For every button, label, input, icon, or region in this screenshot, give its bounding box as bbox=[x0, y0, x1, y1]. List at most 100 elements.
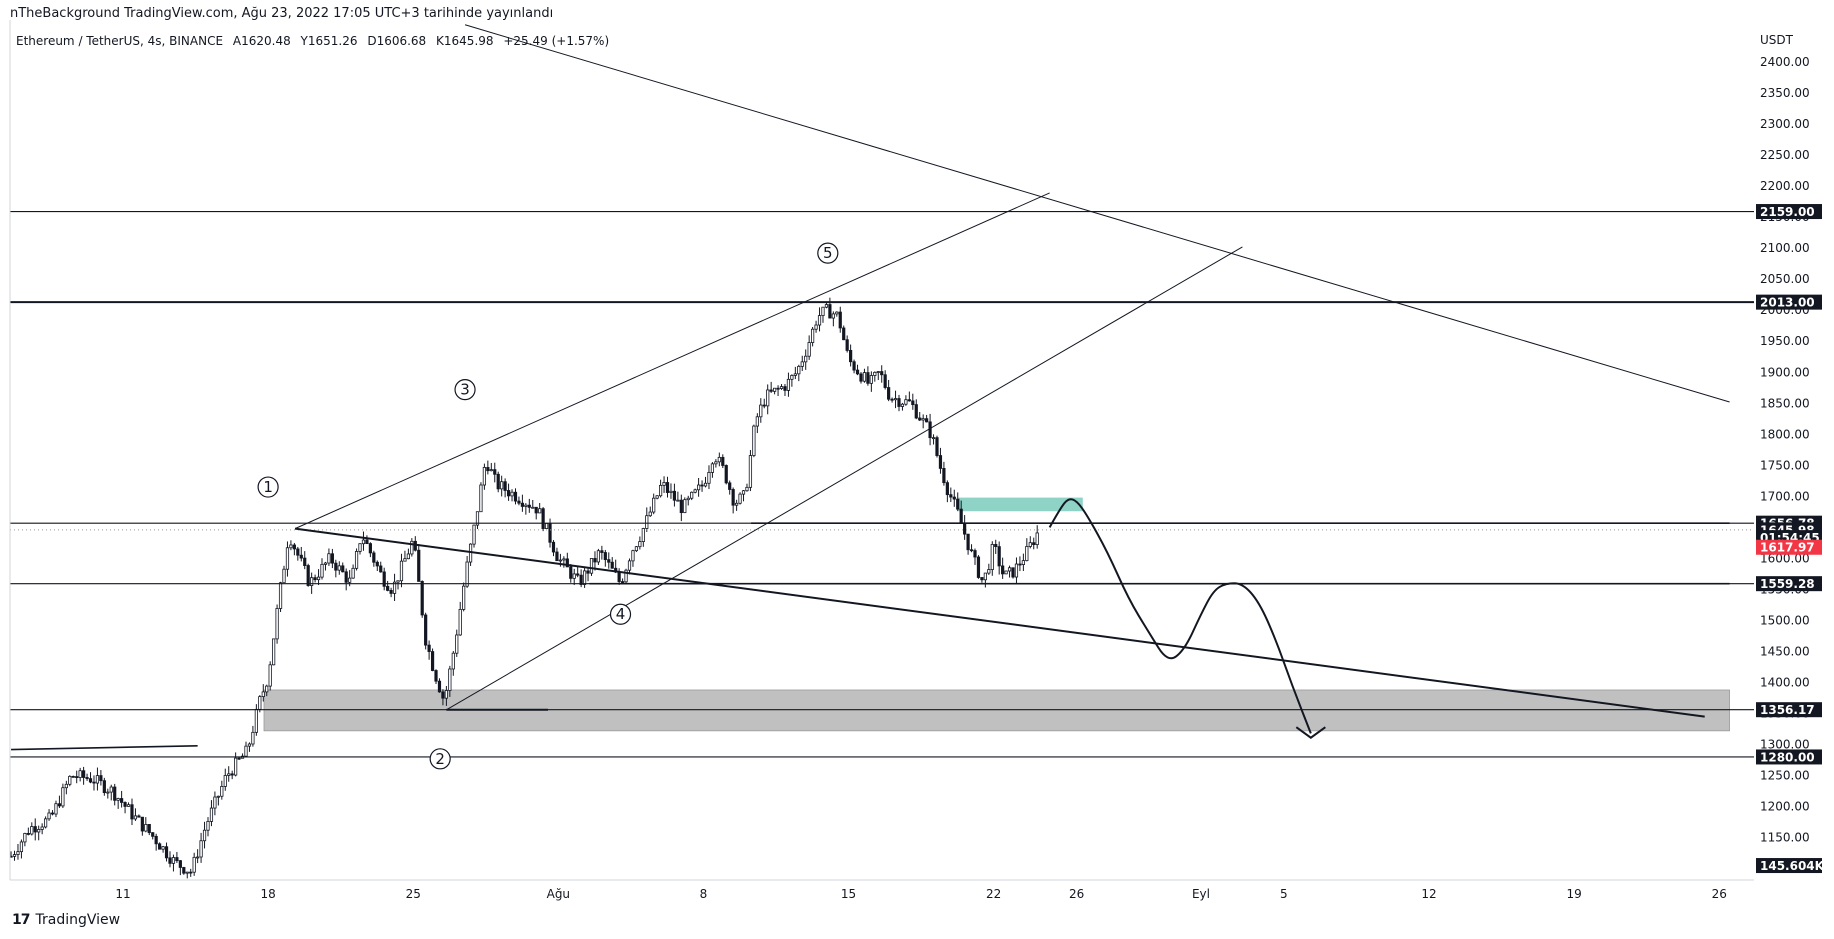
candle-body-210 bbox=[735, 502, 739, 506]
candle-body-222 bbox=[776, 387, 780, 390]
candle-body-232 bbox=[811, 328, 815, 343]
candle-body-202 bbox=[707, 471, 711, 484]
trendline-4 bbox=[464, 24, 1730, 403]
candle-body-39 bbox=[144, 824, 148, 832]
candle-body-30 bbox=[113, 786, 117, 801]
price-tag-bg-8 bbox=[1756, 539, 1822, 555]
candle-body-65 bbox=[234, 757, 238, 776]
y-tick-1750: 1750.00 bbox=[1760, 458, 1810, 472]
candle-body-138 bbox=[486, 467, 490, 472]
candle-body-263 bbox=[918, 417, 922, 421]
candle-body-81 bbox=[289, 544, 293, 549]
candle-body-49 bbox=[178, 860, 182, 868]
candle-body-115 bbox=[406, 553, 410, 560]
candle-body-152 bbox=[534, 506, 538, 514]
candle-body-147 bbox=[517, 500, 521, 504]
candle-body-208 bbox=[728, 482, 732, 490]
wave-label-5: 5 bbox=[823, 244, 833, 262]
candle-body-279 bbox=[973, 550, 977, 558]
brand-name: TradingView bbox=[35, 912, 121, 928]
candle-body-139 bbox=[489, 469, 493, 472]
candle-body-86 bbox=[306, 565, 310, 586]
candle-body-181 bbox=[634, 546, 639, 552]
candle-body-156 bbox=[548, 523, 552, 543]
candle-body-124 bbox=[437, 680, 442, 693]
candle-body-22 bbox=[85, 777, 89, 780]
candle-body-85 bbox=[303, 557, 307, 566]
candle-body-12 bbox=[50, 812, 55, 815]
candle-body-48 bbox=[175, 857, 179, 862]
candle-body-2 bbox=[16, 851, 20, 855]
trendline-2 bbox=[294, 192, 1050, 530]
candle-body-252 bbox=[880, 371, 884, 376]
candle-body-108 bbox=[382, 571, 386, 587]
high-value: Y1651.26 bbox=[300, 34, 358, 48]
candle-body-15 bbox=[61, 787, 65, 807]
candle-body-153 bbox=[538, 508, 542, 514]
candle-body-294 bbox=[1025, 546, 1029, 562]
candle-body-281 bbox=[980, 577, 984, 581]
candle-body-161 bbox=[565, 558, 569, 568]
x-tick-26: 26 bbox=[1069, 887, 1084, 901]
candle-body-201 bbox=[703, 482, 708, 487]
candle-body-56 bbox=[202, 829, 207, 842]
tradingview-brand[interactable]: 17 TradingView bbox=[12, 912, 120, 928]
candle-body-57 bbox=[206, 821, 210, 831]
candle-body-262 bbox=[914, 404, 918, 419]
candle-body-37 bbox=[137, 815, 141, 818]
candle-body-270 bbox=[942, 468, 946, 484]
candle-body-282 bbox=[983, 572, 987, 581]
candle-body-96 bbox=[341, 565, 345, 573]
price-tag-bg-4 bbox=[1756, 702, 1822, 718]
candle-body-261 bbox=[911, 400, 915, 406]
zones-layer bbox=[263, 497, 1730, 732]
projection-arrowhead bbox=[1295, 726, 1326, 739]
candle-body-62 bbox=[223, 775, 227, 787]
candle-body-178 bbox=[624, 569, 628, 583]
x-tick-15: 15 bbox=[841, 887, 856, 901]
candle-body-50 bbox=[182, 867, 186, 874]
candle-body-27 bbox=[102, 780, 106, 794]
candle-body-111 bbox=[392, 581, 397, 594]
candle-body-172 bbox=[603, 552, 607, 561]
candle-body-148 bbox=[520, 502, 524, 507]
candle-body-242 bbox=[845, 339, 849, 351]
candle-body-61 bbox=[220, 786, 224, 797]
candle-body-199 bbox=[697, 484, 701, 491]
candle-body-100 bbox=[354, 551, 359, 569]
candle-body-9 bbox=[40, 826, 44, 830]
wave-circle-5 bbox=[817, 242, 839, 264]
candle-body-203 bbox=[710, 463, 715, 473]
candle-body-248 bbox=[866, 372, 870, 384]
candle-body-275 bbox=[959, 508, 963, 524]
symbol-name[interactable]: Ethereum / TetherUS, 4s, BINANCE bbox=[16, 34, 224, 48]
y-tick-2300: 2300.00 bbox=[1760, 117, 1810, 131]
candle-body-163 bbox=[572, 573, 576, 579]
candle-body-0 bbox=[10, 855, 13, 858]
candle-body-291 bbox=[1014, 563, 1019, 578]
y-tick-1500: 1500.00 bbox=[1760, 613, 1810, 627]
candle-body-90 bbox=[320, 563, 324, 578]
price-tag-bg-1 bbox=[1756, 294, 1822, 310]
candle-body-180 bbox=[631, 550, 635, 562]
x-tick-11: 11 bbox=[115, 887, 130, 901]
candle-body-47 bbox=[171, 857, 176, 864]
candle-body-230 bbox=[804, 355, 808, 363]
candle-body-23 bbox=[88, 778, 93, 783]
candle-body-16 bbox=[64, 783, 68, 789]
candle-body-51 bbox=[185, 871, 189, 874]
trendline-3 bbox=[446, 246, 1243, 711]
candle-body-293 bbox=[1021, 560, 1025, 565]
candle-body-221 bbox=[773, 387, 777, 392]
candle-body-287 bbox=[1001, 565, 1005, 575]
candle-body-105 bbox=[372, 552, 376, 563]
candle-body-97 bbox=[344, 571, 348, 583]
candle-body-186 bbox=[652, 497, 656, 513]
candle-body-169 bbox=[593, 558, 597, 563]
candle-body-159 bbox=[558, 559, 563, 562]
candle-body-149 bbox=[524, 504, 528, 507]
candle-body-118 bbox=[417, 549, 421, 582]
candle-body-254 bbox=[887, 387, 891, 400]
y-tick-2400: 2400.00 bbox=[1760, 55, 1810, 69]
